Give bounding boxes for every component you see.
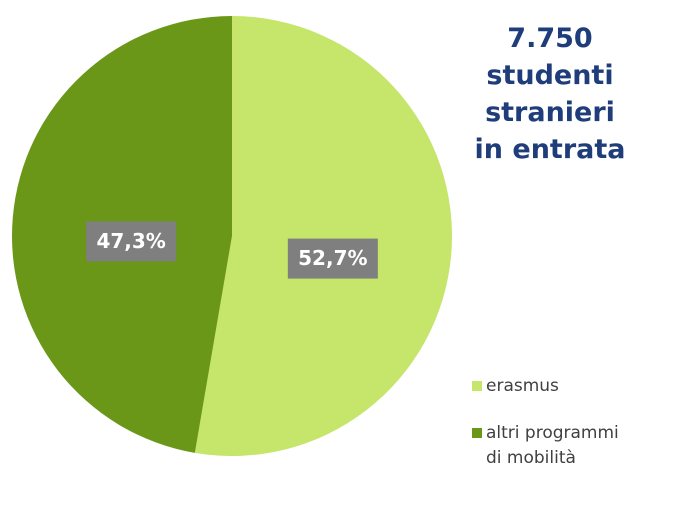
legend-label-erasmus-line-1: erasmus	[486, 376, 559, 396]
legend-label-erasmus: erasmus	[486, 374, 678, 399]
data-label-altri-programmi: 47,3%	[86, 221, 177, 262]
legend-item-altri-programmi: altri programmi di mobilità	[472, 421, 678, 471]
data-label-erasmus: 52,7%	[287, 238, 378, 279]
chart-title: 7.750 studenti stranieri in entrata	[440, 20, 660, 168]
data-label-text: 52,7%	[298, 246, 367, 270]
chart-title-line-4: in entrata	[474, 134, 626, 165]
pie-slice-erasmus	[194, 16, 453, 457]
legend-label-altri-programmi: altri programmi di mobilità	[486, 421, 678, 471]
data-label-text: 47,3%	[96, 229, 165, 253]
legend-swatch-erasmus	[472, 381, 482, 391]
chart-title-line-2: studenti	[486, 60, 614, 91]
chart-title-line-3: stranieri	[485, 97, 615, 128]
pie-data-labels: 52,7% 47,3%	[86, 221, 378, 279]
data-label-box	[287, 238, 378, 279]
chart-title-line-1: 7.750	[507, 23, 593, 54]
legend-item-erasmus: erasmus	[472, 374, 678, 399]
legend-swatch-altri-programmi	[472, 428, 482, 438]
legend-label-altri-programmi-line-1: altri programmi	[486, 423, 619, 443]
legend: erasmus altri programmi di mobilità	[472, 374, 678, 471]
data-label-box	[86, 221, 177, 262]
legend-label-altri-programmi-line-2: di mobilità	[486, 448, 576, 468]
